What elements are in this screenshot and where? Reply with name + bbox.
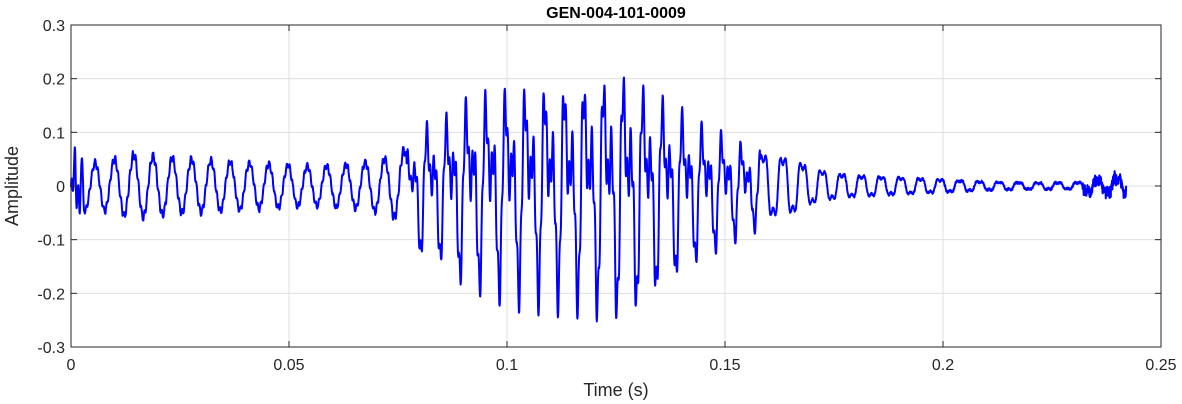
tick-labels: 0 0.05 0.1 0.15 0.2 0.25 -0.3 -0.2 -0.1 0 0.1 0.2 0.… xyxy=(37,18,1176,374)
y-tick-label: -0.3 xyxy=(37,340,65,357)
y-tick-label: 0.3 xyxy=(43,18,65,35)
y-tick-label: 0.1 xyxy=(43,125,65,142)
chart-title: GEN-004-101-0009 xyxy=(546,5,686,22)
y-axis-label: Amplitude xyxy=(2,146,22,226)
x-axis-label: Time (s) xyxy=(583,380,648,400)
y-tick-label: 0 xyxy=(56,179,65,196)
y-tick-label: 0.2 xyxy=(43,72,65,89)
ticks xyxy=(70,24,1162,348)
x-tick-label: 0.15 xyxy=(709,357,740,374)
x-tick-label: 0.2 xyxy=(932,357,954,374)
x-tick-label: 0 xyxy=(67,357,76,374)
y-tick-label: -0.2 xyxy=(37,286,65,303)
signal-series-line xyxy=(70,76,1128,323)
y-tick-label: -0.1 xyxy=(37,233,65,250)
x-tick-label: 0.1 xyxy=(496,357,518,374)
x-tick-label: 0.05 xyxy=(273,357,304,374)
signal-layer xyxy=(70,76,1128,323)
x-tick-label: 0.25 xyxy=(1145,357,1176,374)
